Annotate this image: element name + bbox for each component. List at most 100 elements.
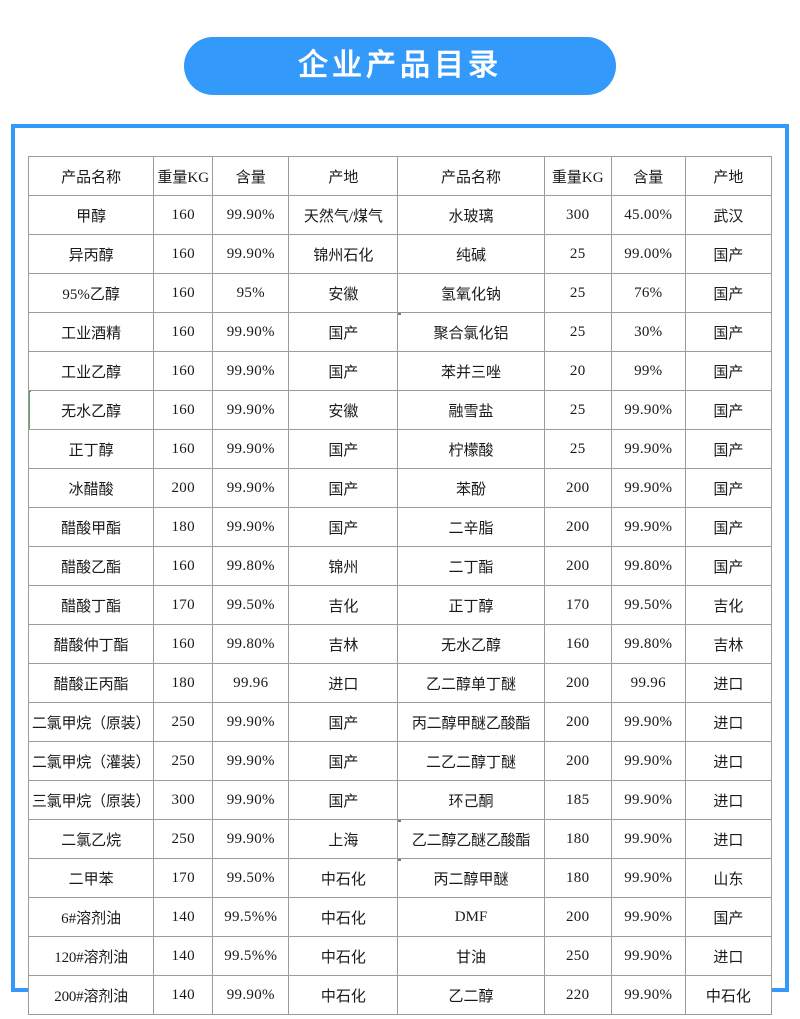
cell-origin-right[interactable]: 国产 xyxy=(684,390,773,430)
cell-origin-right[interactable]: 国产 xyxy=(684,312,773,352)
cell-product-name-right[interactable]: 乙二醇乙醚乙酸酯 xyxy=(397,819,545,859)
cell-purity-left[interactable]: 99.90% xyxy=(212,819,290,859)
cell-purity-left[interactable]: 99.5%% xyxy=(212,936,290,976)
cell-purity-right[interactable]: 99.90% xyxy=(610,780,686,820)
cell-purity-right[interactable]: 99.80% xyxy=(610,546,686,586)
cell-weight-right[interactable]: 25 xyxy=(543,429,612,469)
cell-purity-right[interactable]: 99.90% xyxy=(610,936,686,976)
cell-weight-left[interactable]: 170 xyxy=(153,858,214,898)
cell-purity-right[interactable]: 99.90% xyxy=(610,468,686,508)
table-row[interactable]: 醋酸仲丁酯 160 99.80% 吉林 无水乙醇 160 99.80% 吉林 xyxy=(27,624,773,664)
cell-origin-left[interactable]: 国产 xyxy=(288,312,399,352)
cell-purity-right[interactable]: 76% xyxy=(610,273,686,313)
cell-origin-left[interactable]: 中石化 xyxy=(288,975,399,1015)
cell-weight-left[interactable]: 300 xyxy=(153,780,214,820)
table-row[interactable]: 异丙醇 160 99.90% 锦州石化 纯碱 25 99.00% 国产 xyxy=(27,234,773,274)
cell-origin-right[interactable]: 进口 xyxy=(684,702,773,742)
cell-origin-right[interactable]: 进口 xyxy=(684,780,773,820)
cell-weight-right[interactable]: 25 xyxy=(543,273,612,313)
table-row[interactable]: 二氯乙烷 250 99.90% 上海 乙二醇乙醚乙酸酯 180 99.90% 进口 xyxy=(27,819,773,859)
cell-origin-right[interactable]: 吉林 xyxy=(684,624,773,664)
cell-weight-right[interactable]: 200 xyxy=(543,507,612,547)
cell-purity-right[interactable]: 99.90% xyxy=(610,702,686,742)
cell-product-name-left[interactable]: 甲醇 xyxy=(27,195,155,235)
cell-origin-left[interactable]: 国产 xyxy=(288,780,399,820)
cell-product-name-right[interactable]: 正丁醇 xyxy=(397,585,545,625)
cell-origin-right[interactable]: 进口 xyxy=(684,741,773,781)
cell-product-name-left[interactable]: 工业乙醇 xyxy=(27,351,155,391)
cell-product-name-right[interactable]: 乙二醇 xyxy=(397,975,545,1015)
cell-purity-right[interactable]: 99.96 xyxy=(610,663,686,703)
cell-product-name-left[interactable]: 6#溶剂油 xyxy=(27,897,155,937)
cell-product-name-left[interactable]: 二甲苯 xyxy=(27,858,155,898)
cell-origin-right[interactable]: 武汉 xyxy=(684,195,773,235)
cell-origin-right[interactable]: 中石化 xyxy=(684,975,773,1015)
cell-product-name-right[interactable]: 乙二醇单丁醚 xyxy=(397,663,545,703)
cell-origin-left[interactable]: 锦州石化 xyxy=(288,234,399,274)
cell-product-name-left[interactable]: 醋酸丁酯 xyxy=(27,585,155,625)
cell-purity-left[interactable]: 99.90% xyxy=(212,429,290,469)
cell-purity-left[interactable]: 99.90% xyxy=(212,975,290,1015)
cell-product-name-right[interactable]: 二乙二醇丁醚 xyxy=(397,741,545,781)
cell-purity-right[interactable]: 99.90% xyxy=(610,858,686,898)
cell-weight-left[interactable]: 140 xyxy=(153,897,214,937)
cell-purity-left[interactable]: 99.50% xyxy=(212,858,290,898)
cell-weight-left[interactable]: 160 xyxy=(153,429,214,469)
cell-origin-left[interactable]: 吉林 xyxy=(288,624,399,664)
cell-purity-right[interactable]: 30% xyxy=(610,312,686,352)
cell-product-name-right[interactable]: 环己酮 xyxy=(397,780,545,820)
cell-product-name-left[interactable]: 醋酸乙酯 xyxy=(27,546,155,586)
cell-product-name-right[interactable]: DMF xyxy=(397,897,545,937)
cell-weight-right[interactable]: 160 xyxy=(543,624,612,664)
cell-origin-right[interactable]: 吉化 xyxy=(684,585,773,625)
cell-purity-left[interactable]: 99.5%% xyxy=(212,897,290,937)
table-row[interactable]: 120#溶剂油 140 99.5%% 中石化 甘油 250 99.90% 进口 xyxy=(27,936,773,976)
cell-product-name-left[interactable]: 冰醋酸 xyxy=(27,468,155,508)
cell-purity-left[interactable]: 99.80% xyxy=(212,546,290,586)
table-row[interactable]: 三氯甲烷（原装） 300 99.90% 国产 环己酮 185 99.90% 进口 xyxy=(27,780,773,820)
cell-product-name-left[interactable]: 正丁醇 xyxy=(27,429,155,469)
table-row[interactable]: 200#溶剂油 140 99.90% 中石化 乙二醇 220 99.90% 中石化 xyxy=(27,975,773,1015)
cell-product-name-left[interactable]: 醋酸甲酯 xyxy=(27,507,155,547)
cell-weight-right[interactable]: 200 xyxy=(543,897,612,937)
cell-origin-right[interactable]: 国产 xyxy=(684,507,773,547)
cell-product-name-left[interactable]: 异丙醇 xyxy=(27,234,155,274)
cell-weight-right[interactable]: 220 xyxy=(543,975,612,1015)
table-row[interactable]: 甲醇 160 99.90% 天然气/煤气 水玻璃 300 45.00% 武汉 xyxy=(27,195,773,235)
cell-weight-left[interactable]: 160 xyxy=(153,390,214,430)
cell-weight-left[interactable]: 180 xyxy=(153,507,214,547)
cell-purity-left[interactable]: 99.90% xyxy=(212,741,290,781)
cell-weight-left[interactable]: 180 xyxy=(153,663,214,703)
cell-origin-right[interactable]: 国产 xyxy=(684,351,773,391)
cell-weight-left[interactable]: 170 xyxy=(153,585,214,625)
cell-origin-left[interactable]: 国产 xyxy=(288,468,399,508)
cell-purity-left[interactable]: 99.90% xyxy=(212,351,290,391)
cell-weight-left[interactable]: 250 xyxy=(153,819,214,859)
cell-weight-right[interactable]: 200 xyxy=(543,468,612,508)
table-row[interactable]: 95%乙醇 160 95% 安徽 氢氧化钠 25 76% 国产 xyxy=(27,273,773,313)
cell-purity-left[interactable]: 99.90% xyxy=(212,312,290,352)
cell-origin-left[interactable]: 安徽 xyxy=(288,273,399,313)
cell-weight-right[interactable]: 250 xyxy=(543,936,612,976)
cell-weight-left[interactable]: 250 xyxy=(153,702,214,742)
cell-product-name-left[interactable]: 120#溶剂油 xyxy=(27,936,155,976)
cell-purity-right[interactable]: 99% xyxy=(610,351,686,391)
cell-purity-right[interactable]: 99.90% xyxy=(610,741,686,781)
cell-origin-right[interactable]: 国产 xyxy=(684,468,773,508)
cell-origin-right[interactable]: 国产 xyxy=(684,546,773,586)
cell-weight-right[interactable]: 200 xyxy=(543,702,612,742)
cell-weight-right[interactable]: 20 xyxy=(543,351,612,391)
cell-origin-left[interactable]: 锦州 xyxy=(288,546,399,586)
cell-weight-left[interactable]: 160 xyxy=(153,273,214,313)
cell-origin-left[interactable]: 安徽 xyxy=(288,390,399,430)
cell-purity-left[interactable]: 99.90% xyxy=(212,702,290,742)
cell-origin-left[interactable]: 国产 xyxy=(288,702,399,742)
cell-origin-left[interactable]: 吉化 xyxy=(288,585,399,625)
cell-origin-right[interactable]: 国产 xyxy=(684,897,773,937)
cell-weight-left[interactable]: 140 xyxy=(153,936,214,976)
cell-purity-right[interactable]: 45.00% xyxy=(610,195,686,235)
cell-product-name-left[interactable]: 无水乙醇 xyxy=(27,390,155,430)
cell-purity-left[interactable]: 99.90% xyxy=(212,390,290,430)
cell-product-name-left[interactable]: 200#溶剂油 xyxy=(27,975,155,1015)
cell-product-name-right[interactable]: 水玻璃 xyxy=(397,195,545,235)
